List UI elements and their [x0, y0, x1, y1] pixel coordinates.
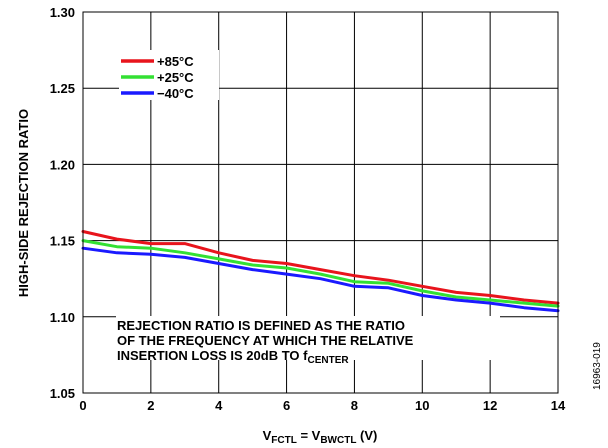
legend-label-minus40c: −40°C — [157, 86, 194, 101]
y-tick-label: 1.25 — [50, 81, 75, 96]
x-axis-title-sub2: BWCTL — [320, 435, 356, 446]
plot-frame — [82, 11, 559, 394]
x-tick-label: 10 — [415, 398, 429, 413]
legend: +85°C +25°C −40°C — [119, 50, 219, 101]
y-tick-label: 1.15 — [50, 234, 75, 249]
series-line-0 — [81, 230, 560, 305]
x-axis-title-v1: V — [263, 428, 272, 443]
y-tick-label: 1.30 — [50, 5, 75, 20]
series-line-2 — [81, 246, 560, 313]
series-lines — [81, 230, 560, 313]
x-axis-title-unit: (V) — [356, 428, 377, 443]
x-tick-label: 0 — [79, 398, 86, 413]
x-axis-title: VFCTL = VBWCTL (V) — [263, 428, 378, 446]
tick-labels: 0 2 4 6 8 10 12 14 1.05 1.10 1.15 1.20 1.25 1.30 — [50, 5, 566, 413]
annotation-line-3: INSERTION LOSS IS 20dB TO fCENTER — [117, 348, 349, 366]
series-line-1 — [81, 239, 560, 308]
x-tick-label: 14 — [551, 398, 566, 413]
y-tick-label: 1.10 — [50, 310, 75, 325]
legend-label-25c: +25°C — [157, 70, 194, 85]
legend-label-85c: +85°C — [157, 54, 194, 69]
x-tick-label: 8 — [351, 398, 358, 413]
annotation-background — [116, 316, 500, 360]
annotation-line-3-main: INSERTION LOSS IS 20dB TO f — [117, 348, 308, 363]
y-tick-label: 1.05 — [50, 386, 75, 401]
x-tick-label: 12 — [483, 398, 497, 413]
x-tick-label: 2 — [147, 398, 154, 413]
x-axis-title-eq: = V — [297, 428, 321, 443]
annotation-line-3-sub: CENTER — [307, 355, 349, 366]
x-axis-title-sub1: FCTL — [271, 435, 297, 446]
annotation-line-2: OF THE FREQUENCY AT WHICH THE RELATIVE — [117, 333, 414, 348]
x-tick-label: 6 — [283, 398, 290, 413]
annotation-line-1: REJECTION RATIO IS DEFINED AS THE RATIO — [117, 318, 405, 333]
y-axis-title: HIGH-SIDE REJECTION RATIO — [16, 109, 31, 297]
figure-id: 16963-019 — [592, 342, 603, 390]
x-tick-label: 4 — [215, 398, 223, 413]
y-tick-label: 1.20 — [50, 157, 75, 172]
